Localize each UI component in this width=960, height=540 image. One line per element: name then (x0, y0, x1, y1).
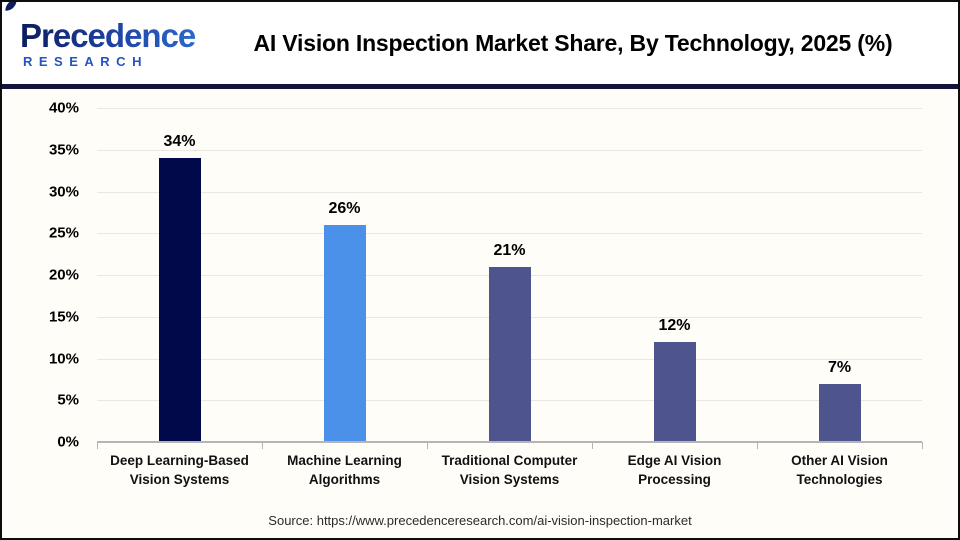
y-tick-label: 25% (48, 224, 79, 242)
bar (323, 224, 366, 442)
gridline (97, 108, 922, 109)
bar-slot: 21% (427, 108, 592, 442)
bar-slot: 12% (592, 108, 757, 442)
y-tick-label: 10% (48, 350, 79, 367)
axis-tick (922, 442, 923, 449)
bar-value-label: 7% (827, 358, 852, 376)
y-tick-label: 35% (48, 141, 79, 159)
x-axis-category-labels: Deep Learning-Based Vision Systems Machin… (97, 452, 922, 490)
bar (653, 341, 696, 442)
bar-value-label: 26% (328, 199, 361, 217)
gridline (97, 233, 922, 235)
x-category-label: Machine Learning Algorithms (287, 453, 402, 487)
bar-series: 34% 26% 21% 12% 7% (97, 108, 922, 442)
leaf-icon (5, 2, 17, 11)
axis-tick (757, 442, 758, 449)
header: Precedence RESEARCH AI Vision Inspection… (2, 2, 958, 84)
x-category-label: Edge AI Vision Processing (627, 453, 722, 487)
bar-slot: 7% (757, 108, 922, 442)
y-axis-labels: 40% 35% 30% 25% 20% 15% 10% 5% 0% (2, 100, 87, 451)
x-axis-line (97, 441, 922, 443)
bar-value-label: 21% (493, 241, 526, 259)
chart-title: AI Vision Inspection Market Share, By Te… (253, 29, 893, 56)
x-category-label: Other AI Vision Technologies (791, 453, 888, 487)
precedence-logo: Precedence RESEARCH (2, 2, 212, 69)
axis-tick (262, 442, 263, 449)
gridline (97, 191, 922, 193)
bar-value-label: 12% (658, 316, 691, 334)
y-tick-label: 5% (57, 391, 79, 409)
logo-research-label: RESEARCH (23, 53, 148, 69)
bar (158, 158, 201, 442)
x-axis-ticks (97, 442, 923, 449)
bar-slot: 26% (262, 108, 427, 442)
axis-tick (427, 442, 428, 449)
y-tick-label: 20% (48, 266, 79, 284)
y-tick-label: 40% (48, 99, 79, 117)
axis-tick (97, 442, 98, 449)
logo-wordmark: Precedence (20, 19, 212, 52)
y-tick-label: 30% (48, 183, 79, 200)
bar-slot: 34% (97, 108, 262, 442)
bar (818, 383, 861, 442)
y-tick-label: 15% (48, 308, 79, 326)
x-category-label: Traditional Computer Vision Systems (441, 453, 578, 487)
bar-value-label: 34% (163, 133, 196, 151)
header-divider (2, 84, 958, 89)
axis-tick (592, 442, 593, 449)
source-text: Source: https://www.precedenceresearch.c… (268, 513, 692, 528)
bar (488, 266, 531, 442)
y-tick-label: 0% (57, 433, 79, 451)
x-category-label: Deep Learning-Based Vision Systems (110, 453, 249, 487)
gridline (97, 149, 922, 151)
plot-area: 34% 26% 21% 12% 7% (97, 108, 922, 443)
